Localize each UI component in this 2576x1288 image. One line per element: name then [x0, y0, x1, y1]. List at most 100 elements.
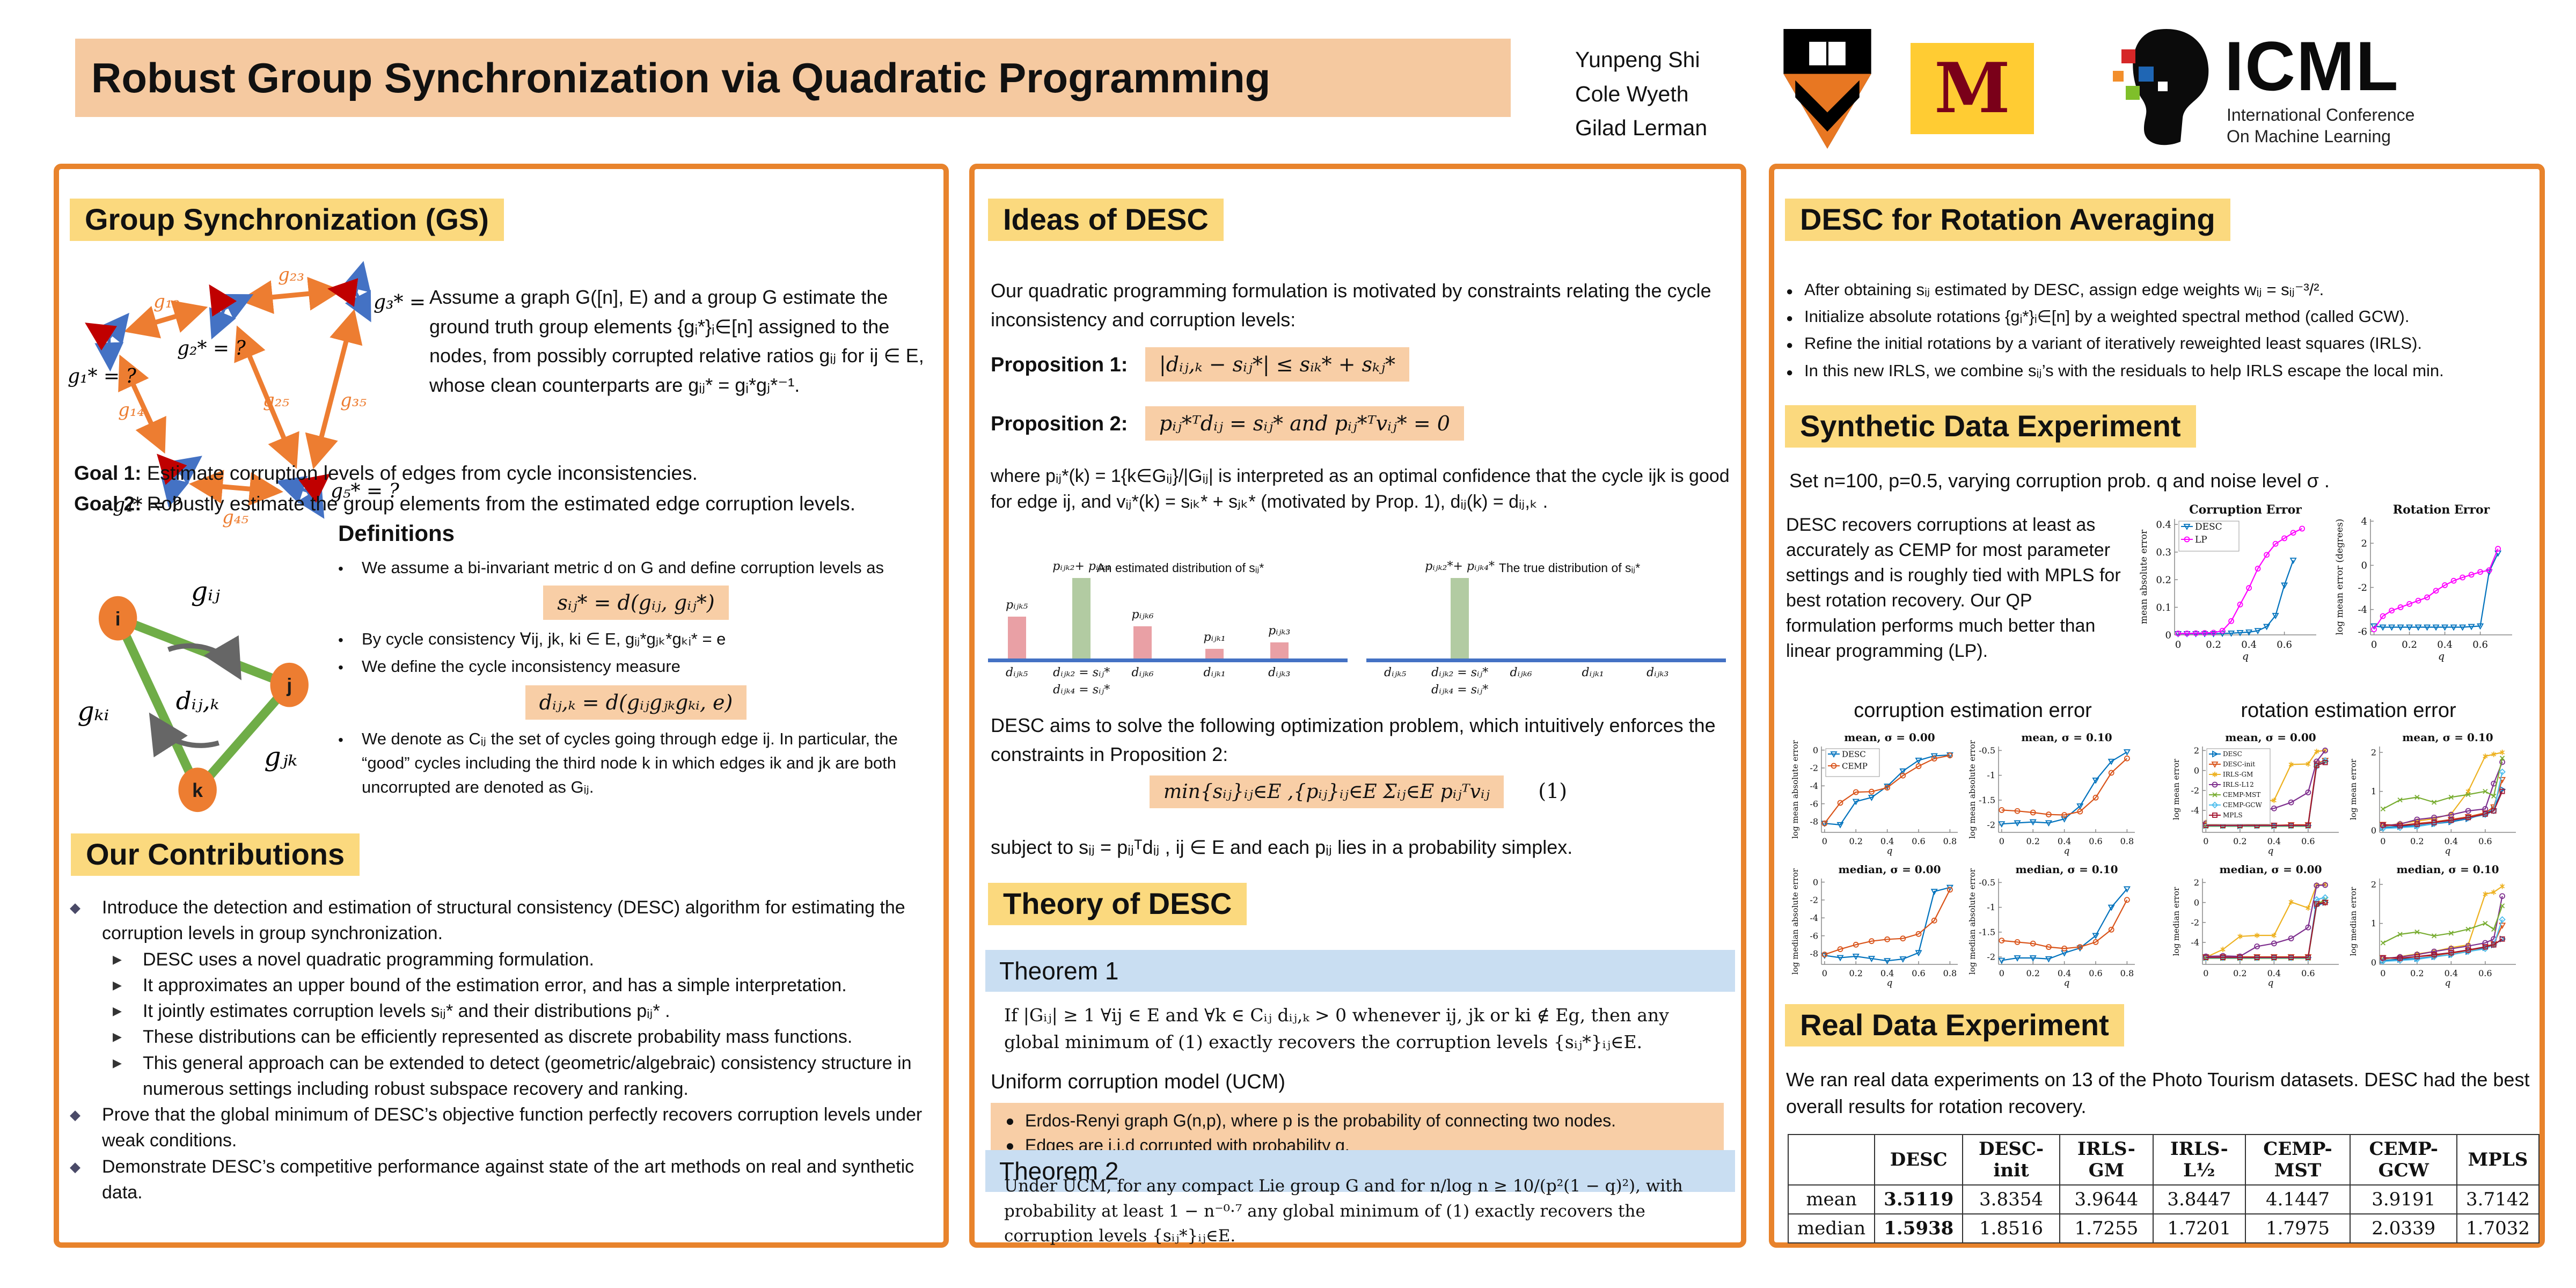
svg-text:0: 0 [2361, 560, 2367, 572]
svg-text:0.8: 0.8 [1943, 968, 1957, 978]
svg-text:0.2: 0.2 [2026, 968, 2040, 978]
theorem1-header: Theorem 1 [985, 950, 1735, 992]
cycle-triangle-figure: i j k gᵢⱼ gₖᵢ gⱼₖ dᵢⱼ,ₖ [77, 576, 309, 813]
svg-text:0: 0 [2203, 836, 2208, 846]
svg-text:0.4: 0.4 [2267, 968, 2281, 978]
col-header [1787, 1134, 1876, 1185]
histogram-x-label: dᵢⱼₖ₁ [1582, 666, 1604, 679]
histogram-title: An estimated distribution of sᵢⱼ* [1096, 561, 1264, 575]
svg-text:0.4: 0.4 [2437, 639, 2453, 650]
svg-text:0.4: 0.4 [2445, 836, 2458, 846]
edge-g45 [189, 470, 283, 506]
proposition-2: Proposition 2: pᵢⱼ*ᵀdᵢⱼ = sᵢⱼ* and pᵢⱼ*ᵀ… [991, 406, 1464, 441]
svg-text:DESC-init: DESC-init [2223, 760, 2255, 768]
edge-label-g45: g₄₅ [222, 507, 248, 528]
gs-intro: Assume a graph G([n], E) and a group G e… [429, 286, 924, 397]
svg-text:0.2: 0.2 [2026, 836, 2040, 846]
row-label: mean [1787, 1184, 1876, 1214]
cell: 1.7032 [2456, 1213, 2540, 1243]
rot-grid-mean-s10: 0 0.2 0.4 0.6 0 1 2 mean, σ = 0.10 q log mean err… [2348, 730, 2520, 857]
svg-text:mean, σ = 0.00: mean, σ = 0.00 [2225, 731, 2316, 744]
minnesota-m: M [1934, 48, 2010, 129]
svg-text:-6: -6 [2358, 626, 2367, 638]
svg-text:q: q [2268, 846, 2274, 857]
princeton-logo [1783, 28, 1871, 149]
corr-grid-median-s0: 0 0.2 0.4 0.6 0.8 -8 -6 -4 -2 0 median, σ = 0.00 q l… [1790, 862, 1962, 989]
icml-subtitle-1: International Conference [2227, 105, 2415, 125]
svg-text:2: 2 [2194, 877, 2199, 888]
contribution-text: Demonstrate DESC’s competitive performan… [102, 1156, 914, 1203]
svg-text:0: 0 [1822, 968, 1827, 978]
corr-grid-mean-s0: 0 0.2 0.4 0.6 0.8 -8 -6 -4 -2 0 mean, σ = 0.00 q log… [1790, 730, 1962, 857]
ucm-text: Erdos-Renyi graph G(n,p), where p is the… [1025, 1111, 1616, 1130]
svg-text:0: 0 [2371, 957, 2376, 968]
svg-text:DESC: DESC [2223, 750, 2242, 758]
definitions: Definitions • We assume a bi-invariant m… [338, 521, 934, 800]
bullet-icon: • [338, 731, 343, 748]
theorem2-header: Theorem 2 [985, 1150, 1735, 1192]
histogram-bar [1133, 626, 1152, 658]
contribution-item: ▶ This general approach can be extended t… [70, 1050, 936, 1102]
def-bullet-1: We assume a bi-invariant metric d on G a… [362, 558, 884, 577]
contribution-text: These distributions can be efficiently r… [143, 1027, 853, 1048]
edge-g25 [234, 325, 299, 469]
svg-text:q: q [2438, 650, 2445, 662]
svg-text:0.2: 0.2 [2410, 836, 2424, 846]
svg-text:log median absolute error: log median absolute error [1790, 868, 1800, 975]
svg-text:0.8: 0.8 [2120, 836, 2134, 846]
contribution-text: This general approach can be extended to… [143, 1052, 912, 1099]
bar-label: pᵢⱼₖ₃ [1268, 624, 1291, 638]
contribution-text: It jointly estimates corruption levels s… [143, 1001, 670, 1022]
icml-logo: ICML International Conference On Machine… [2096, 26, 2557, 149]
edge-jk-label: gⱼₖ [264, 742, 297, 772]
svg-text:-2: -2 [1987, 952, 1995, 962]
prop2-label: Proposition 2: [991, 413, 1128, 435]
cycle-arrow-top [167, 635, 241, 680]
diamond-bullet-icon: ◆ [70, 899, 80, 916]
svg-text:0.6: 0.6 [2478, 836, 2492, 846]
svg-text:0.2: 0.2 [1849, 968, 1863, 978]
svg-text:LP: LP [2195, 535, 2207, 545]
svg-text:0.6: 0.6 [2277, 639, 2292, 650]
svg-text:log mean absolute error: log mean absolute error [1790, 740, 1800, 838]
svg-text:IRLS-L12: IRLS-L12 [2223, 781, 2254, 788]
svg-text:0.4: 0.4 [2445, 968, 2458, 978]
edge-g14 [118, 354, 166, 454]
left-panel: Group Synchronization (GS) g₁* = ? g₂* =… [54, 164, 949, 1248]
contribution-item: ◆ Prove that the global minimum of DESC’s… [70, 1102, 936, 1154]
grid-title-rotation: rotation estimation error [2241, 699, 2456, 722]
svg-text:0.2: 0.2 [1849, 836, 1863, 846]
group-sync-graph-figure: g₁* = ? g₂* = ? g₃* = ? g₄* = ? g₅* = ? … [68, 264, 428, 528]
svg-text:log median error: log median error [2348, 887, 2358, 956]
poster-title: Robust Group Synchronization via Quadrat… [75, 39, 1511, 117]
diamond-bullet-icon: ◆ [70, 1107, 80, 1123]
svg-text:q: q [1887, 978, 1893, 989]
contribution-text: Introduce the detection and estimation o… [102, 897, 905, 944]
bar-label: pᵢⱼₖ₂+ pᵢⱼₖ₄ [1052, 560, 1111, 573]
svg-text:log mean error: log mean error [2171, 758, 2181, 820]
ucm-heading: Uniform corruption model (UCM) [991, 1071, 1286, 1093]
cell: 3.8447 [2153, 1184, 2246, 1214]
bar-label: pᵢⱼₖ₆ [1131, 608, 1154, 621]
bullet-text: Initialize absolute rotations {gᵢ*}ᵢ∈[n]… [1804, 307, 2410, 326]
histogram-x-label: dᵢⱼₖ₆ [1131, 666, 1154, 679]
corr-grid-mean-s10: 0 0.2 0.4 0.6 0.8 -2 -1.5 -1 -0.5 mean, σ = 0.10 q… [1967, 730, 2139, 857]
edge-jk [194, 682, 293, 793]
def-bullet-3: We define the cycle inconsistency measur… [362, 656, 680, 676]
node-label-2: g₂* = ? [177, 338, 246, 360]
cycle-inconsistency-formula: dᵢⱼ,ₖ = d(gᵢⱼgⱼₖgₖᵢ, e) [525, 685, 747, 720]
goals: Goal 1: Estimate corruption levels of ed… [74, 458, 927, 519]
cell: 3.5119 [1874, 1184, 1964, 1214]
svg-text:CEMP-MST: CEMP-MST [2223, 791, 2260, 799]
cell: 1.7201 [2153, 1213, 2246, 1243]
histogram-title: The true distribution of sᵢⱼ* [1498, 561, 1641, 575]
svg-text:median, σ = 0.10: median, σ = 0.10 [2015, 863, 2118, 876]
theory-heading: Theory of DESC [988, 883, 1247, 925]
svg-text:-2: -2 [1987, 820, 1995, 830]
svg-text:-2: -2 [2358, 582, 2367, 594]
svg-text:0.8: 0.8 [1943, 836, 1957, 846]
svg-text:-2: -2 [2191, 917, 2199, 927]
svg-text:q: q [1887, 846, 1893, 857]
bullet-text: In this new IRLS, we combine sᵢⱼ’s with … [1804, 361, 2444, 380]
